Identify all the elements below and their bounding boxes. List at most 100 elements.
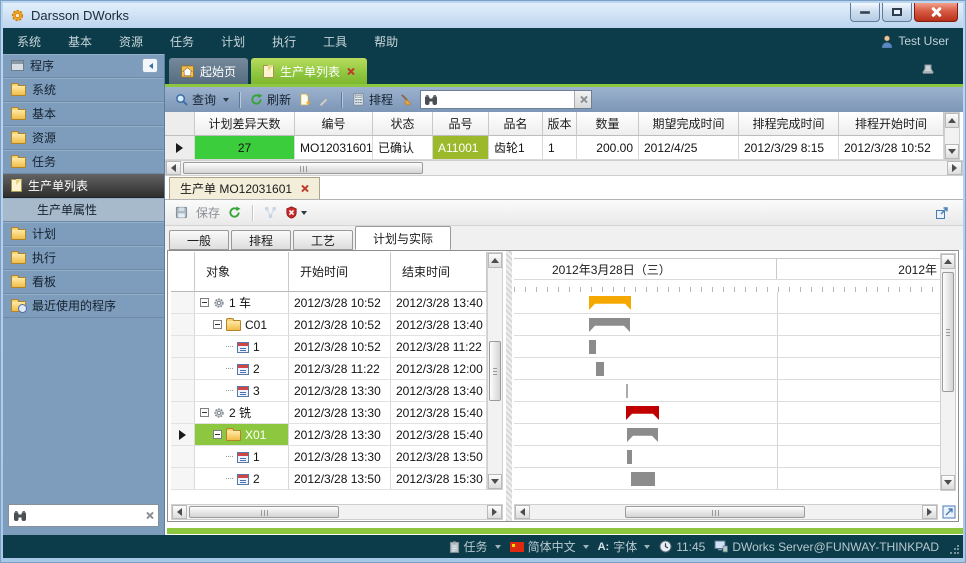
gantt-bar[interactable] [596, 362, 604, 376]
tree-row[interactable]: 2 2012/3/28 13:50 2012/3/28 15:30 [171, 468, 503, 490]
grid-cell-plan-diff-days[interactable]: 27 [195, 136, 295, 160]
menu-item-tools[interactable]: 工具 [323, 34, 348, 49]
query-button[interactable]: 查询 [175, 91, 230, 108]
scroll-left-button[interactable] [172, 505, 187, 519]
subtab-plan-vs-actual[interactable]: 计划与实际 [355, 226, 452, 250]
grid-column-header-sched-finish[interactable]: 排程完成时间 [739, 112, 839, 136]
status-task-dropdown[interactable]: 任务 [449, 538, 501, 555]
grid-column-header-part-name[interactable]: 品名 [489, 112, 543, 136]
sidebar-item-production-order-list[interactable]: 生产单列表 [3, 174, 164, 198]
scroll-up-button[interactable] [941, 254, 955, 269]
vscroll-thumb[interactable] [489, 341, 501, 401]
sidebar-item-production-order-properties[interactable]: 生产单属性 [3, 198, 164, 222]
tree-column-header-0[interactable]: 对象 [195, 252, 289, 292]
subtab-scheduling[interactable]: 排程 [231, 230, 292, 250]
gantt-bar[interactable] [626, 406, 659, 420]
tree-object-cell[interactable]: 1 [195, 446, 289, 468]
sidebar-item-basic[interactable]: 基本 [3, 102, 164, 126]
tree-object-cell[interactable]: C01 [195, 314, 289, 336]
tree-start-cell[interactable]: 2012/3/28 13:30 [289, 424, 391, 446]
grid-cell-sched-finish[interactable]: 2012/3/29 8:15 [739, 136, 839, 160]
tree-start-cell[interactable]: 2012/3/28 11:22 [289, 358, 391, 380]
expander-minus-icon[interactable] [200, 298, 209, 307]
shield-icon[interactable] [285, 206, 308, 219]
tab-home-page[interactable]: 起始页 [169, 58, 249, 84]
sidebar-collapse-button[interactable] [142, 58, 158, 73]
detail-document-tab[interactable]: 生产单 MO12031601 [169, 177, 321, 199]
tree-row[interactable]: X01 2012/3/28 13:30 2012/3/28 15:40 [171, 424, 503, 446]
sidebar-item-system[interactable]: 系统 [3, 78, 164, 102]
tree-end-cell[interactable]: 2012/3/28 12:00 [391, 358, 487, 380]
tree-start-cell[interactable]: 2012/3/28 13:30 [289, 446, 391, 468]
scroll-down-button[interactable] [941, 475, 955, 490]
tree-row[interactable]: 1 2012/3/28 10:52 2012/3/28 11:22 [171, 336, 503, 358]
tree-object-cell[interactable]: 2 铣 [195, 402, 289, 424]
detail-tab-close-icon[interactable] [300, 184, 309, 193]
refresh-button[interactable]: 刷新 [250, 91, 291, 108]
scroll-down-button[interactable] [488, 474, 502, 489]
maximize-button[interactable] [882, 3, 912, 22]
schedule-button[interactable]: 排程 [352, 91, 393, 108]
pin-icon[interactable] [921, 63, 935, 75]
gantt-bar[interactable] [589, 340, 596, 354]
tree-end-cell[interactable]: 2012/3/28 13:40 [391, 314, 487, 336]
sidebar-item-plan[interactable]: 计划 [3, 222, 164, 246]
scroll-right-button[interactable] [487, 505, 502, 519]
grid-column-header-expected-finish[interactable]: 期望完成时间 [639, 112, 739, 136]
subtab-general[interactable]: 一般 [169, 230, 230, 250]
sidebar-item-resource[interactable]: 资源 [3, 126, 164, 150]
tree-row[interactable]: C01 2012/3/28 10:52 2012/3/28 13:40 [171, 314, 503, 336]
close-button[interactable] [914, 3, 958, 22]
menu-item-basic[interactable]: 基本 [68, 34, 93, 49]
tree-end-cell[interactable]: 2012/3/28 15:40 [391, 424, 487, 446]
menu-item-resource[interactable]: 资源 [119, 34, 144, 49]
tree-object-cell[interactable]: 3 [195, 380, 289, 402]
tree-end-cell[interactable]: 2012/3/28 13:50 [391, 446, 487, 468]
tab-production-order-list[interactable]: 生产单列表 [251, 58, 368, 84]
grid-cell-part-name[interactable]: 齿轮1 [489, 136, 543, 160]
status-font-dropdown[interactable]: A: 字体 [598, 538, 651, 555]
scroll-up-button[interactable] [488, 253, 502, 268]
tree-row[interactable]: 1 车 2012/3/28 10:52 2012/3/28 13:40 [171, 292, 503, 314]
expander-minus-icon[interactable] [200, 408, 209, 417]
tree-object-cell[interactable]: 2 [195, 358, 289, 380]
scroll-up-button[interactable] [945, 113, 959, 128]
user-indicator[interactable]: Test User [881, 34, 949, 48]
tree-object-cell[interactable]: 2 [195, 468, 289, 490]
grid-cell-status[interactable]: 已确认 [373, 136, 433, 160]
gantt-bar[interactable] [589, 318, 630, 332]
sidebar-item-task[interactable]: 任务 [3, 150, 164, 174]
toolbar-search-clear-button[interactable] [574, 91, 592, 108]
grid-cell-qty[interactable]: 200.00 [577, 136, 639, 160]
gantt-bar[interactable] [627, 428, 658, 442]
sidebar-search-input[interactable] [31, 507, 141, 524]
grid-column-header-sched-start[interactable]: 排程开始时间 [839, 112, 944, 136]
gantt-bar[interactable] [589, 296, 631, 310]
tab-close-icon[interactable] [346, 67, 355, 76]
gantt-bar[interactable] [627, 450, 632, 464]
sidebar-item-execute[interactable]: 执行 [3, 246, 164, 270]
refresh-icon[interactable] [228, 206, 241, 219]
grid-column-header-status[interactable]: 状态 [373, 112, 433, 136]
pane-splitter[interactable] [506, 251, 512, 521]
sidebar-item-recent-programs[interactable]: 最近使用的程序 [3, 294, 164, 318]
grid-cell-expected-finish[interactable]: 2012/4/25 [639, 136, 739, 160]
tree-column-header-1[interactable]: 开始时间 [289, 252, 391, 292]
menu-item-system[interactable]: 系统 [17, 34, 42, 49]
scroll-left-button[interactable] [515, 505, 530, 519]
scroll-right-button[interactable] [922, 505, 937, 519]
resize-grip[interactable] [949, 545, 959, 555]
grid-column-header-plan-diff-days[interactable]: 计划差异天数 [195, 112, 295, 136]
minimize-button[interactable] [850, 3, 880, 22]
grid-column-header-part-no[interactable]: 品号 [433, 112, 489, 136]
tree-start-cell[interactable]: 2012/3/28 13:30 [289, 402, 391, 424]
tree-start-cell[interactable]: 2012/3/28 10:52 [289, 314, 391, 336]
tree-start-cell[interactable]: 2012/3/28 13:30 [289, 380, 391, 402]
tree-object-cell[interactable]: X01 [195, 424, 289, 446]
grid-cell-code[interactable]: MO12031601 [295, 136, 373, 160]
tree-row[interactable]: 1 2012/3/28 13:30 2012/3/28 13:50 [171, 446, 503, 468]
status-language-dropdown[interactable]: 简体中文 [509, 538, 589, 555]
tree-end-cell[interactable]: 2012/3/28 15:40 [391, 402, 487, 424]
grid-cell-sched-start[interactable]: 2012/3/28 10:52 [839, 136, 944, 160]
scroll-right-button[interactable] [947, 161, 962, 175]
